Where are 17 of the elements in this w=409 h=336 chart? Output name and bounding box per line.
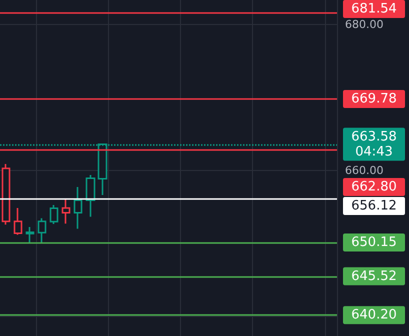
candlestick bbox=[38, 218, 46, 244]
candlestick bbox=[50, 204, 58, 225]
y-tick-label: 680.00 bbox=[345, 18, 384, 31]
candlestick bbox=[74, 186, 82, 230]
ref-line-label: 669.78 bbox=[351, 91, 397, 106]
candlestick bbox=[14, 207, 22, 236]
ref-line-label: 656.12 bbox=[351, 198, 397, 214]
candlestick bbox=[26, 226, 34, 244]
ref-line-label: 645.52 bbox=[351, 268, 397, 284]
ref-line-label: 662.80 bbox=[351, 179, 397, 194]
ref-line-label: 663.58 04:43 bbox=[351, 129, 397, 160]
ref-line-label: 640.20 bbox=[351, 308, 397, 323]
candlestick bbox=[86, 174, 96, 218]
y-tick-label: 660.00 bbox=[345, 164, 384, 177]
ref-line-label: 650.15 bbox=[351, 234, 397, 250]
candlestick bbox=[62, 198, 70, 224]
ref-line-label: 681.54 bbox=[351, 2, 397, 16]
